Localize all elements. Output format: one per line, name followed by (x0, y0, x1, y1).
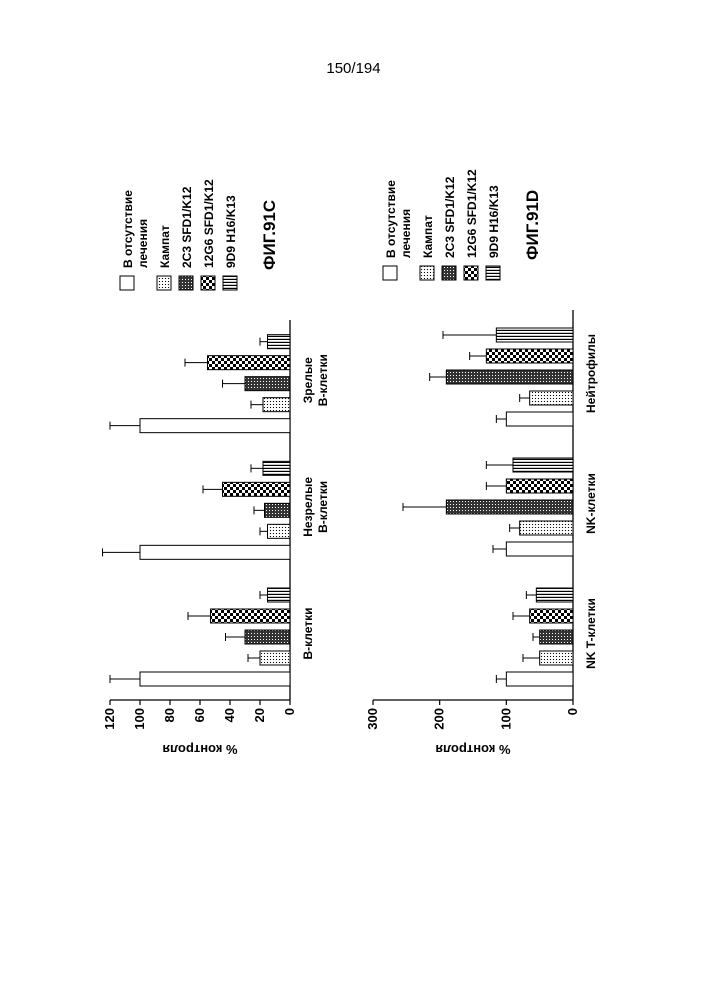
bar (263, 461, 290, 475)
bar (530, 391, 573, 405)
bar (208, 356, 291, 370)
y-tick-label: 100 (498, 708, 513, 730)
legend-label: В отсутствие (121, 190, 135, 268)
legend-label: Кампат (158, 225, 172, 268)
category-label: Незрелые (301, 477, 315, 537)
legend-label: 9D9 H16/K13 (487, 185, 501, 258)
bar (446, 500, 573, 514)
legend-label: 9D9 H16/K13 (224, 195, 238, 268)
bar (140, 419, 290, 433)
chart-91c: 020406080100120% контроляB-клеткиНезрелы… (102, 179, 330, 757)
bar (140, 545, 290, 559)
bar (140, 672, 290, 686)
bar (506, 542, 573, 556)
y-tick-label: 200 (432, 708, 447, 730)
legend-label: 2C3 SFD1/K12 (180, 186, 194, 268)
legend-swatch (442, 266, 456, 280)
bar (506, 479, 573, 493)
legend-swatch (486, 266, 500, 280)
legend-label: Кампат (421, 215, 435, 258)
legend-swatch (157, 276, 171, 290)
bar (536, 588, 573, 602)
bar (268, 588, 291, 602)
legend-swatch (120, 276, 134, 290)
legend-swatch (179, 276, 193, 290)
bar (530, 609, 573, 623)
bar (520, 521, 573, 535)
bar (486, 349, 573, 363)
y-tick-label: 100 (132, 708, 147, 730)
legend-label: лечения (136, 219, 150, 268)
legend-label: 12G6 SFD1/K12 (202, 179, 216, 268)
bar (245, 377, 290, 391)
y-tick-label: 60 (192, 708, 207, 722)
legend-label: лечения (399, 209, 413, 258)
y-tick-label: 20 (252, 708, 267, 722)
category-label: B-клетки (316, 354, 330, 406)
legend-label: В отсутствие (384, 180, 398, 258)
bar (513, 458, 573, 472)
category-label: B-клетки (316, 481, 330, 533)
bar (496, 328, 573, 342)
bar (263, 398, 290, 412)
bar (540, 651, 573, 665)
category-label: B-клетки (301, 607, 315, 659)
legend-label: 12G6 SFD1/K12 (465, 169, 479, 258)
bar (260, 651, 290, 665)
y-axis-label: % контроля (162, 742, 237, 757)
chart-91d: 0 100 200 300 % контроля NK T-клетки NK-клетки… (365, 169, 598, 757)
legend-swatch (383, 266, 397, 280)
category-label: Нейтрофилы (584, 334, 598, 413)
legend-swatch (420, 266, 434, 280)
bar (540, 630, 573, 644)
category-label: Зрелые (301, 357, 315, 403)
y-tick-label: 40 (222, 708, 237, 722)
figure-label: ФИГ.91C (260, 200, 279, 270)
bar (506, 412, 573, 426)
legend-label: 2C3 SFD1/K12 (443, 176, 457, 258)
bar (211, 609, 291, 623)
bar (265, 503, 291, 517)
chart-frame: 020406080100120% контроляB-клеткиНезрелы… (102, 179, 330, 757)
legend-swatch (223, 276, 237, 290)
bar (268, 524, 291, 538)
bar (223, 482, 291, 496)
y-tick-label: 80 (162, 708, 177, 722)
legend-swatch (464, 266, 478, 280)
category-label: NK T-клетки (584, 598, 598, 669)
y-tick-label: 300 (365, 708, 380, 730)
category-label: NK-клетки (584, 473, 598, 534)
bar (268, 335, 291, 349)
figure-label: ФИГ.91D (523, 190, 542, 260)
bar (245, 630, 290, 644)
y-tick-label: 0 (282, 708, 297, 715)
legend-swatch (201, 276, 215, 290)
bar (446, 370, 573, 384)
chart-frame: 0 100 200 300 % контроля NK T-клетки NK-клетки… (365, 169, 598, 757)
y-tick-label: 0 (565, 708, 580, 715)
bar (506, 672, 573, 686)
y-axis-label: % контроля (435, 742, 510, 757)
y-tick-label: 120 (102, 708, 117, 730)
